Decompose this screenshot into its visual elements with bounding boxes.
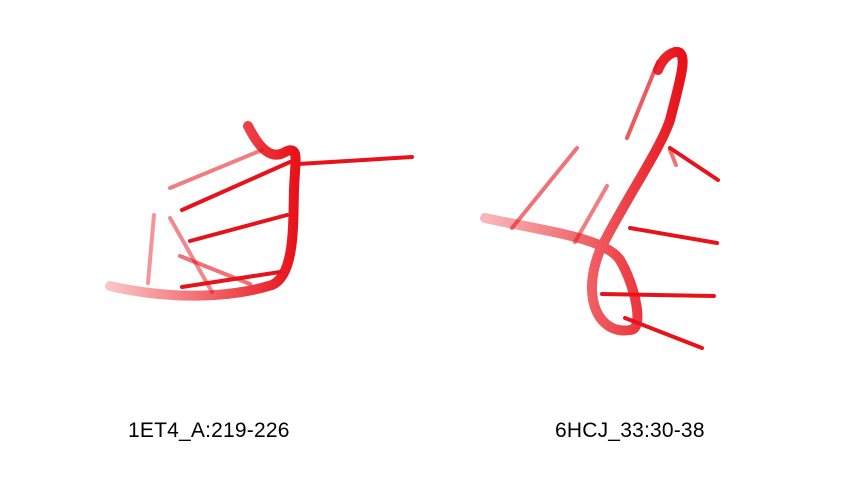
structure-panel-6HCJ: 6HCJ_33:30-38 xyxy=(430,0,860,480)
base-sticks xyxy=(146,148,414,294)
backbone-tube xyxy=(105,121,301,301)
structure-panel-1ET4: 1ET4_A:219-226 xyxy=(105,121,414,442)
base-sticks xyxy=(510,60,720,350)
rna-structure-6HCJ xyxy=(480,47,720,350)
backbone-tube xyxy=(480,47,688,336)
structure-label: 6HCJ_33:30-38 xyxy=(555,419,705,442)
structure-label: 1ET4_A:219-226 xyxy=(128,419,290,442)
rna-structure-1ET4 xyxy=(105,121,414,301)
